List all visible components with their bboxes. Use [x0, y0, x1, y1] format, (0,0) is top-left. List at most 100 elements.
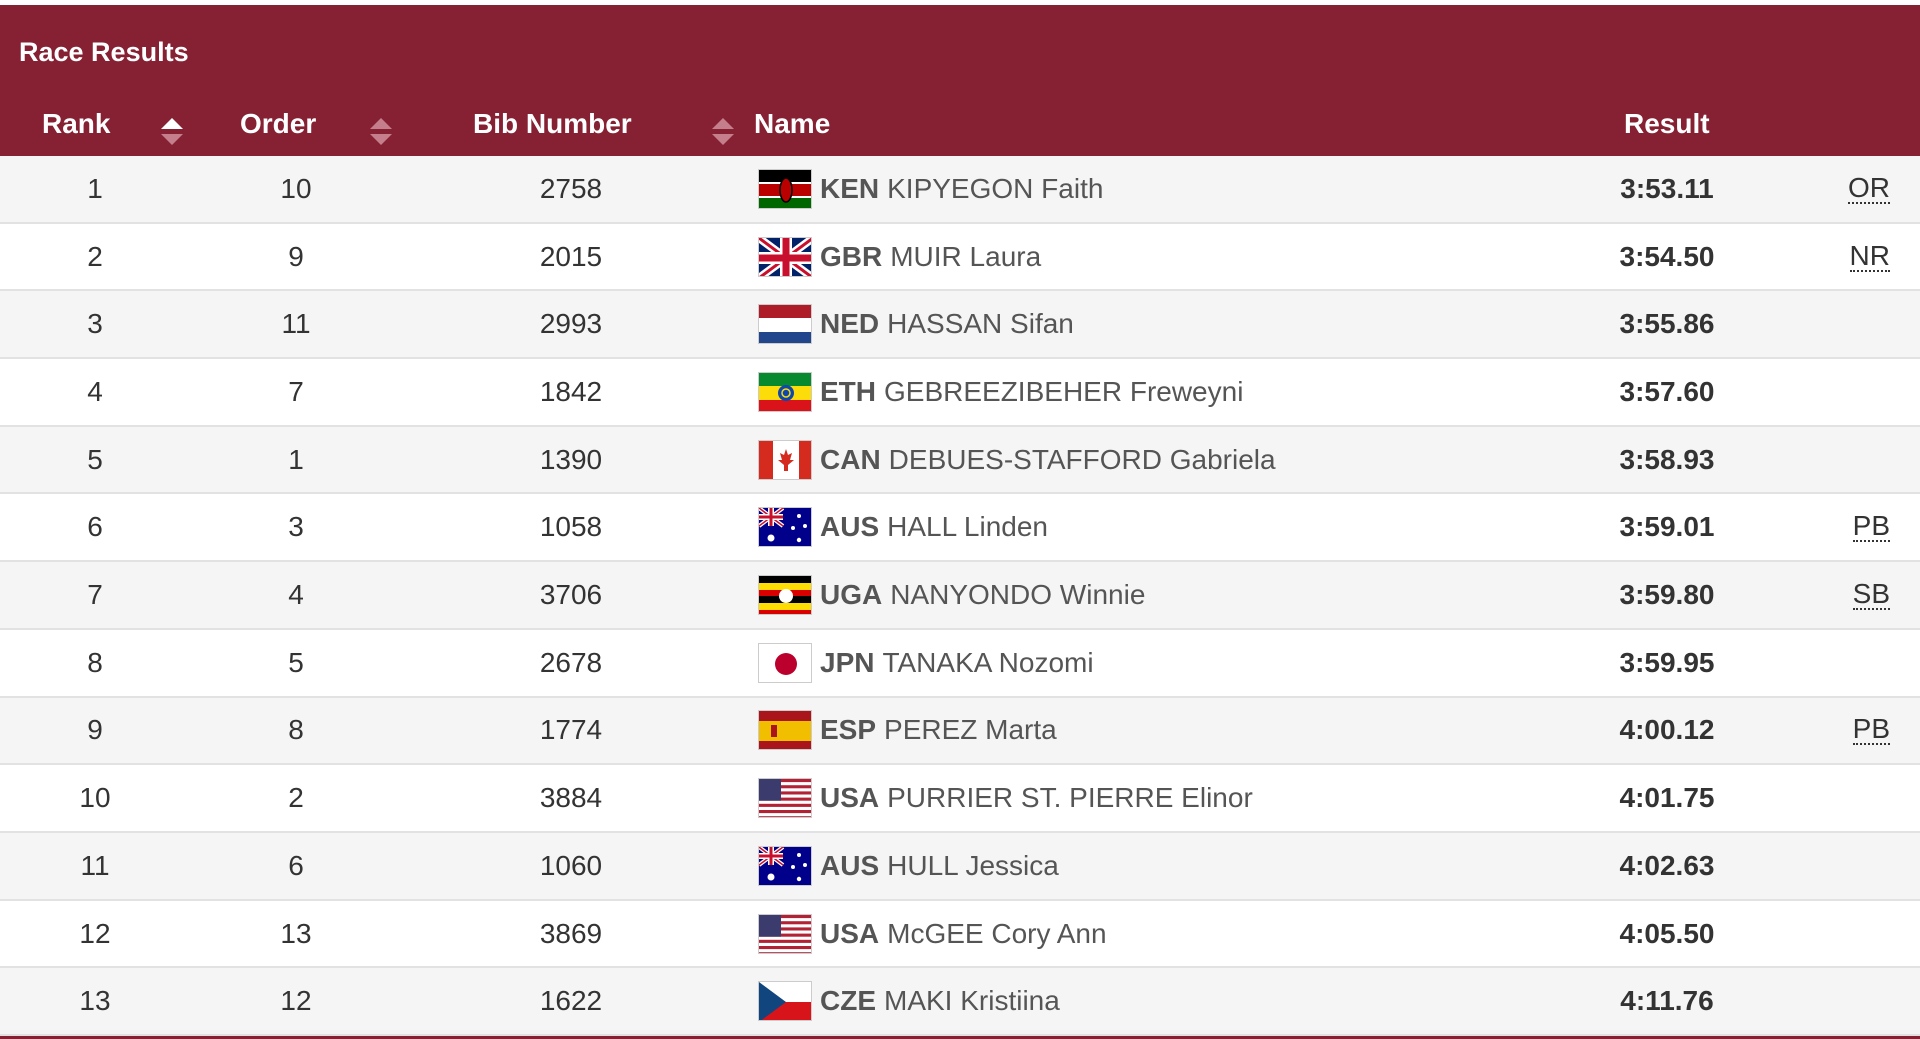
rank-cell: 13 — [79, 985, 111, 1017]
order-cell: 7 — [288, 375, 304, 407]
bib-cell: 2758 — [539, 172, 603, 204]
athlete-name[interactable]: TANAKA Nozomi — [882, 646, 1094, 678]
result-cell: 4:05.50 — [1619, 917, 1715, 949]
athlete-name[interactable]: HALL Linden — [887, 511, 1048, 543]
sort-ascending-icon[interactable] — [161, 118, 183, 148]
record-badge[interactable]: SB — [1852, 578, 1890, 611]
flag-uga-icon — [758, 575, 812, 616]
athlete-name[interactable]: PEREZ Marta — [884, 714, 1057, 746]
noc-code: JPN — [820, 646, 875, 678]
rank-cell: 7 — [87, 579, 103, 611]
order-cell: 1 — [288, 443, 304, 475]
table-row[interactable]: 6 3 1058 AUS HALL Linden 3:59.01 PB — [0, 494, 1920, 563]
order-cell: 6 — [288, 849, 304, 881]
rank-cell: 1 — [87, 172, 103, 204]
record-badge[interactable]: NR — [1849, 239, 1890, 272]
table-row[interactable]: 1 10 2758 KEN KIPYEGON Faith 3:53.11 OR — [0, 156, 1920, 224]
flag-jpn-icon — [758, 642, 812, 683]
result-cell: 3:53.11 — [1620, 172, 1714, 204]
rank-cell: 9 — [87, 714, 103, 746]
bib-cell: 1058 — [539, 511, 603, 543]
athlete-name[interactable]: McGEE Cory Ann — [887, 917, 1107, 949]
flag-aus-icon — [758, 507, 812, 548]
order-cell: 2 — [288, 782, 304, 814]
athlete-name[interactable]: DEBUES-STAFFORD Gabriela — [888, 443, 1276, 475]
table-row[interactable]: 11 6 1060 AUS HULL Jessica 4:02.63 — [0, 833, 1920, 901]
rank-cell: 4 — [87, 375, 103, 407]
athlete-name[interactable]: HULL Jessica — [887, 849, 1059, 881]
name-cell: ETH GEBREEZIBEHER Freweyni — [758, 359, 1658, 425]
name-cell: USA PURRIER ST. PIERRE Elinor — [758, 765, 1658, 831]
name-cell: CAN DEBUES-STAFFORD Gabriela — [758, 427, 1658, 493]
order-cell: 8 — [288, 714, 304, 746]
order-cell: 10 — [280, 172, 312, 204]
name-cell: GBR MUIR Laura — [758, 224, 1658, 290]
athlete-name[interactable]: MUIR Laura — [890, 240, 1042, 272]
record-badge[interactable]: OR — [1848, 171, 1890, 204]
table-row[interactable]: 3 11 2993 NED HASSAN Sifan 3:55.86 — [0, 291, 1920, 360]
flag-aus-icon — [758, 845, 812, 886]
flag-eth-icon — [758, 371, 812, 412]
noc-code: CAN — [820, 443, 881, 475]
athlete-name[interactable]: PURRIER ST. PIERRE Elinor — [887, 782, 1253, 814]
record-cell: PB — [1800, 495, 1890, 561]
record-cell — [1800, 427, 1890, 493]
table-row[interactable]: 5 1 1390 CAN DEBUES-STAFFORD Gabriela 3:58.93 — [0, 426, 1920, 495]
column-header-rank[interactable]: Rank — [42, 108, 111, 139]
rank-cell: 8 — [87, 646, 103, 678]
rank-cell: 6 — [87, 511, 103, 543]
rank-cell: 3 — [87, 308, 103, 340]
bib-cell: 1774 — [539, 714, 603, 746]
panel-title: Race Results — [19, 37, 189, 67]
order-cell: 9 — [288, 240, 304, 272]
table-row[interactable]: 8 5 2678 JPN TANAKA Nozomi 3:59.95 — [0, 629, 1920, 698]
table-row[interactable]: 7 4 3706 UGA NANYONDO Winnie 3:59.80 SB — [0, 562, 1920, 630]
flag-ned-icon — [758, 304, 812, 345]
rank-cell: 11 — [80, 849, 110, 881]
athlete-name[interactable]: KIPYEGON Faith — [887, 172, 1104, 204]
name-cell: UGA NANYONDO Winnie — [758, 562, 1658, 628]
sort-icon[interactable] — [370, 118, 392, 148]
flag-can-icon — [758, 439, 812, 480]
noc-code: ETH — [820, 375, 876, 407]
result-cell: 4:00.12 — [1619, 714, 1715, 746]
record-badge[interactable]: PB — [1852, 510, 1890, 543]
bib-cell: 3884 — [539, 782, 603, 814]
result-cell: 3:59.01 — [1619, 511, 1715, 543]
table-row[interactable]: 13 12 1622 CZE MAKI Kristiina 4:11.76 — [0, 968, 1920, 1037]
name-cell: KEN KIPYEGON Faith — [758, 156, 1658, 222]
bib-cell: 3869 — [539, 917, 603, 949]
result-cell: 3:55.86 — [1619, 308, 1715, 340]
table-row[interactable]: 4 7 1842 ETH GEBREEZIBEHER Freweyni 3:57.60 — [0, 359, 1920, 427]
athlete-name[interactable]: GEBREEZIBEHER Freweyni — [884, 375, 1244, 407]
record-cell: PB — [1800, 698, 1890, 764]
order-cell: 11 — [281, 308, 311, 340]
noc-code: KEN — [820, 172, 880, 204]
noc-code: GBR — [820, 240, 883, 272]
order-cell: 3 — [288, 511, 304, 543]
noc-code: ESP — [820, 714, 877, 746]
table-row[interactable]: 2 9 2015 GBR MUIR Laura 3:54.50 NR — [0, 223, 1920, 292]
flag-cze-icon — [758, 981, 812, 1022]
rank-cell: 5 — [87, 443, 103, 475]
bib-cell: 1390 — [539, 443, 603, 475]
bib-cell: 1060 — [539, 849, 603, 881]
table-row[interactable]: 9 8 1774 ESP PEREZ Marta 4:00.12 PB — [0, 697, 1920, 766]
flag-gbr-icon — [758, 236, 812, 277]
column-header-order[interactable]: Order — [240, 108, 317, 139]
result-cell: 3:59.80 — [1619, 579, 1715, 611]
table-row[interactable]: 10 2 3884 USA PURRIER ST. PIERRE Elinor 4:01.… — [0, 765, 1920, 833]
column-header-bib-number[interactable]: Bib Number — [473, 108, 632, 139]
record-cell — [1800, 291, 1890, 357]
record-cell: OR — [1800, 156, 1890, 222]
record-badge[interactable]: PB — [1852, 713, 1890, 746]
athlete-name[interactable]: HASSAN Sifan — [887, 308, 1074, 340]
athlete-name[interactable]: NANYONDO Winnie — [890, 579, 1146, 611]
panel-header: Race Results — [0, 5, 1920, 156]
athlete-name[interactable]: MAKI Kristiina — [884, 985, 1060, 1017]
flag-usa-icon — [758, 778, 812, 819]
table-row[interactable]: 12 13 3869 USA McGEE Cory Ann 4:05.50 — [0, 900, 1920, 969]
result-cell: 3:57.60 — [1619, 375, 1715, 407]
sort-icon[interactable] — [712, 118, 734, 148]
